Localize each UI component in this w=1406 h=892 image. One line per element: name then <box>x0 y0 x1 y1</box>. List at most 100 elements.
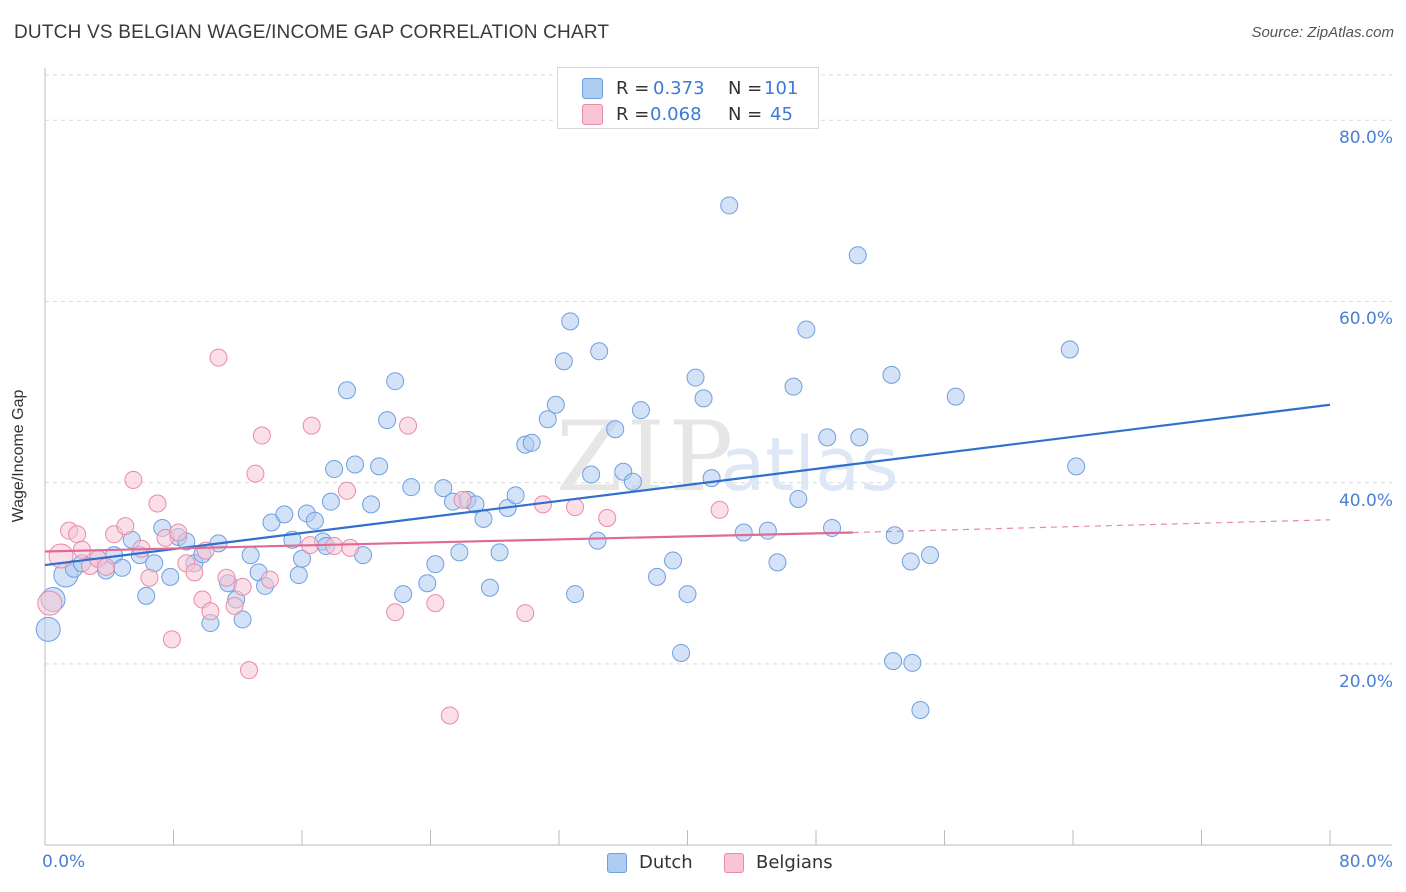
legend-item-belgians[interactable]: Belgians <box>724 852 833 873</box>
belgian-point <box>598 508 617 527</box>
belgian-point <box>426 594 445 613</box>
dutch-point <box>758 521 777 540</box>
dutch-point <box>241 546 260 565</box>
r-label: R = <box>616 103 650 125</box>
dutch-point <box>789 489 808 508</box>
y-tick-label: 60.0% <box>1338 309 1393 330</box>
legend-belgians-label: Belgians <box>756 852 833 873</box>
legend: Dutch Belgians <box>0 852 1406 878</box>
belgian-point <box>116 517 135 536</box>
dutch-point <box>768 553 787 572</box>
legend-belgians-swatch <box>724 852 744 873</box>
dutch-point <box>784 377 803 396</box>
dutch-point <box>561 312 580 331</box>
dutch-point <box>402 478 421 497</box>
dutch-point <box>797 320 816 339</box>
watermark: ZIP atlas <box>556 401 899 513</box>
y-tick-label: 80.0% <box>1338 128 1393 149</box>
dutch-point <box>450 543 469 562</box>
belgian-point <box>148 494 167 513</box>
dutch-point <box>321 492 340 511</box>
dutch-point <box>293 549 311 568</box>
grid-lines <box>45 74 1392 665</box>
dutch-swatch <box>582 78 603 99</box>
belgian-point <box>341 538 360 557</box>
dutch-point <box>884 652 903 671</box>
dutch-n-value: 101 <box>764 77 799 99</box>
belgian-point <box>217 568 236 587</box>
watermark-atlas: atlas <box>720 422 899 508</box>
dutch-point <box>337 381 356 400</box>
dutch-point <box>362 495 381 514</box>
dutch-point <box>720 196 739 215</box>
legend-dutch-label: Dutch <box>639 852 693 873</box>
y-axis-label: Wage/Income Gap <box>10 389 27 523</box>
dutch-point <box>490 543 509 562</box>
y-tick-label: 20.0% <box>1338 671 1393 692</box>
n-label: N = <box>728 77 763 99</box>
belgian-point <box>97 557 116 576</box>
dutch-point <box>678 585 697 604</box>
watermark-zip: ZIP <box>556 401 737 513</box>
dutch-point <box>734 523 753 542</box>
dutch-point <box>818 428 837 447</box>
dutch-point <box>903 653 922 672</box>
dutch-point <box>694 389 713 408</box>
x-tick-label-start: 0.0% <box>42 852 86 872</box>
dutch-point <box>262 513 281 532</box>
belgian-point <box>162 630 181 649</box>
belgian-point <box>325 537 344 556</box>
dutch-point <box>848 246 867 265</box>
axes <box>44 68 1392 846</box>
chart-title: DUTCH VS BELGIAN WAGE/INCOME GAP CORRELA… <box>14 22 610 43</box>
y-tick-label: 40.0% <box>1338 490 1393 511</box>
dutch-point <box>426 555 445 574</box>
belgian-point <box>201 602 220 621</box>
dutch-point <box>480 578 499 597</box>
dutch-point <box>1067 457 1086 476</box>
dutch-point <box>1060 340 1079 359</box>
belgian-point <box>566 498 585 517</box>
belgian-point <box>239 661 258 680</box>
source-credit: Source: ZipAtlas.com <box>1251 24 1394 41</box>
dutch-point <box>901 552 920 571</box>
points <box>35 196 1086 725</box>
dutch-point <box>911 701 930 720</box>
belgian-point <box>233 577 252 596</box>
legend-item-dutch[interactable]: Dutch <box>607 852 693 873</box>
dutch-point <box>137 586 156 605</box>
belgian-point <box>246 464 265 483</box>
dutch-trend-line <box>44 403 1331 567</box>
dutch-point <box>418 574 437 593</box>
dutch-point <box>233 610 252 629</box>
dutch-point <box>647 567 666 586</box>
dutch-point <box>882 365 901 384</box>
belgian-r-value: 0.068 <box>650 103 702 125</box>
stats-box: R = 0.373 N = 101 R = 0.068 N = 45 <box>557 67 819 129</box>
dutch-point <box>566 585 585 604</box>
belgian-point <box>140 568 159 587</box>
belgian-point <box>440 706 459 725</box>
belgian-point <box>260 570 279 589</box>
belgian-point <box>399 416 418 435</box>
belgian-point <box>124 470 143 489</box>
dutch-point <box>686 368 705 387</box>
dutch-point <box>378 411 397 430</box>
x-tick-label-end: 80.0% <box>1338 852 1393 872</box>
dutch-point <box>35 616 61 642</box>
dutch-point <box>590 342 609 361</box>
belgian-point <box>68 525 87 544</box>
dutch-point <box>850 428 869 447</box>
belgian-trend-extension <box>852 519 1331 534</box>
dutch-point <box>275 505 294 524</box>
dutch-point <box>606 420 625 439</box>
belgian-point <box>386 603 405 622</box>
dutch-point <box>522 433 541 452</box>
dutch-point <box>346 455 365 474</box>
n-label: N = <box>728 103 763 125</box>
dutch-point <box>434 479 453 498</box>
dutch-point <box>305 511 324 530</box>
dutch-point <box>506 486 525 505</box>
dutch-point <box>394 585 413 604</box>
belgian-point <box>225 596 244 615</box>
